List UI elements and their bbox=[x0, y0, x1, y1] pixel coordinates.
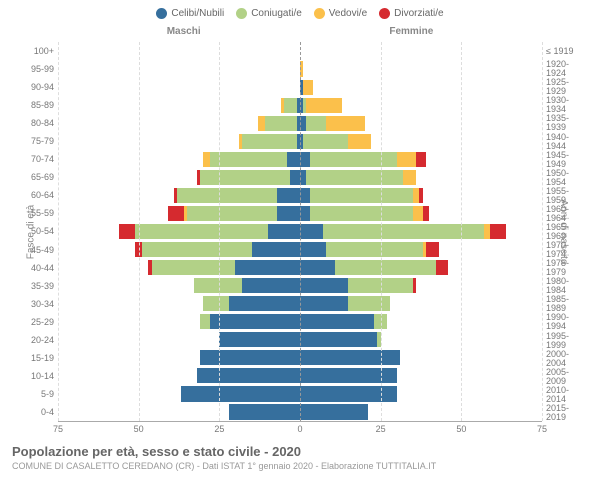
plot-area bbox=[58, 42, 542, 422]
bar-male bbox=[0, 43, 300, 58]
bar-male bbox=[0, 260, 300, 275]
bar-female bbox=[300, 350, 600, 365]
legend-label: Celibi/Nubili bbox=[171, 8, 224, 19]
x-axis: 7550250255075 bbox=[58, 424, 542, 436]
bar-female bbox=[300, 404, 600, 419]
legend-item: Coniugati/e bbox=[236, 8, 302, 19]
bar-male bbox=[0, 134, 300, 149]
legend-item: Celibi/Nubili bbox=[156, 8, 224, 19]
bar-female bbox=[300, 61, 600, 76]
x-tick: 0 bbox=[297, 424, 302, 434]
bar-female bbox=[300, 152, 600, 167]
legend-swatch bbox=[314, 8, 325, 19]
legend-swatch bbox=[379, 8, 390, 19]
x-tick: 50 bbox=[456, 424, 466, 434]
grid-line bbox=[542, 42, 543, 421]
grid-line bbox=[139, 42, 140, 421]
grid-line bbox=[58, 42, 59, 421]
bar-male bbox=[0, 116, 300, 131]
bar-female bbox=[300, 43, 600, 58]
label-female: Femmine bbox=[389, 26, 433, 37]
chart-subtitle: COMUNE DI CASALETTO CEREDANO (CR) - Dati… bbox=[12, 461, 588, 471]
bar-male bbox=[0, 386, 300, 401]
x-tick: 25 bbox=[214, 424, 224, 434]
bar-male bbox=[0, 98, 300, 113]
legend-label: Divorziati/e bbox=[394, 8, 443, 19]
legend-swatch bbox=[156, 8, 167, 19]
bar-male bbox=[0, 278, 300, 293]
bar-female bbox=[300, 188, 600, 203]
bar-female bbox=[300, 242, 600, 257]
population-pyramid: Fasce di età Anni di nascita 100+95-9990… bbox=[12, 42, 588, 422]
x-tick: 75 bbox=[537, 424, 547, 434]
x-tick: 75 bbox=[53, 424, 63, 434]
legend-swatch bbox=[236, 8, 247, 19]
legend-label: Coniugati/e bbox=[251, 8, 302, 19]
grid-line bbox=[381, 42, 382, 421]
x-tick: 25 bbox=[376, 424, 386, 434]
legend-item: Vedovi/e bbox=[314, 8, 367, 19]
bar-female bbox=[300, 80, 600, 95]
bar-female bbox=[300, 278, 600, 293]
bar-female bbox=[300, 260, 600, 275]
bar-female bbox=[300, 206, 600, 221]
bar-male bbox=[0, 296, 300, 311]
x-tick: 50 bbox=[134, 424, 144, 434]
chart-title: Popolazione per età, sesso e stato civil… bbox=[12, 444, 588, 459]
bar-male bbox=[0, 61, 300, 76]
bar-male bbox=[0, 314, 300, 329]
bar-male bbox=[0, 332, 300, 347]
label-male: Maschi bbox=[167, 26, 201, 37]
bar-female bbox=[300, 368, 600, 383]
center-line bbox=[300, 42, 301, 421]
bar-male bbox=[0, 80, 300, 95]
legend-label: Vedovi/e bbox=[329, 8, 367, 19]
bar-female bbox=[300, 170, 600, 185]
bar-female bbox=[300, 224, 600, 239]
legend-item: Divorziati/e bbox=[379, 8, 443, 19]
bar-male bbox=[0, 350, 300, 365]
bar-male bbox=[0, 224, 300, 239]
bar-female bbox=[300, 134, 600, 149]
legend: Celibi/Nubili Coniugati/e Vedovi/e Divorzia… bbox=[12, 8, 588, 22]
bar-male bbox=[0, 152, 300, 167]
bar-female bbox=[300, 314, 600, 329]
bar-female bbox=[300, 116, 600, 131]
bar-male bbox=[0, 404, 300, 419]
grid-line bbox=[461, 42, 462, 421]
bar-male bbox=[0, 188, 300, 203]
bar-male bbox=[0, 242, 300, 257]
bar-male bbox=[0, 368, 300, 383]
gender-labels: Maschi Femmine bbox=[62, 26, 538, 40]
grid-line bbox=[219, 42, 220, 421]
bar-female bbox=[300, 386, 600, 401]
bar-female bbox=[300, 332, 600, 347]
bar-female bbox=[300, 296, 600, 311]
bar-male bbox=[0, 170, 300, 185]
bar-male bbox=[0, 206, 300, 221]
bar-female bbox=[300, 98, 600, 113]
